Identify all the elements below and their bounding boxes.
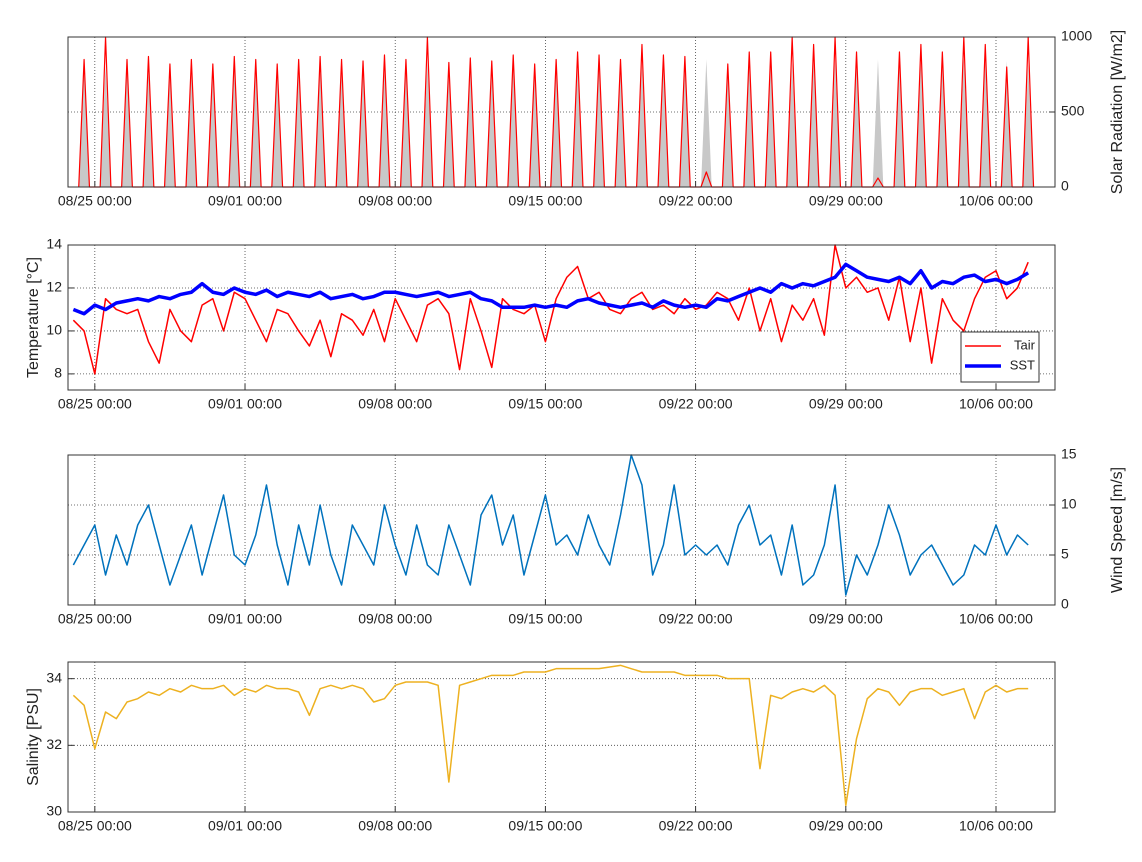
x-tick-label: 08/25 00:00 <box>58 396 132 412</box>
y-axis-label: Salinity [PSU] <box>25 688 42 786</box>
axes-frame <box>67 36 1056 188</box>
x-tick-label: 10/06 00:00 <box>959 611 1033 627</box>
y-tick-label: 10 <box>1061 496 1077 512</box>
x-tick-label: 10/06 00:00 <box>959 818 1033 834</box>
line-series <box>72 664 1029 807</box>
x-tick-label: 08/25 00:00 <box>58 818 132 834</box>
legend-label: Tair <box>1014 337 1036 352</box>
x-tick-label: 09/29 00:00 <box>809 193 883 209</box>
x-tick-label: 09/15 00:00 <box>508 193 582 209</box>
x-tick-label: 09/08 00:00 <box>358 818 432 834</box>
x-tick-label: 09/08 00:00 <box>358 611 432 627</box>
x-tick-label: 09/15 00:00 <box>508 611 582 627</box>
x-tick-label: 09/01 00:00 <box>208 396 282 412</box>
y-tick-label: 0 <box>1061 178 1069 194</box>
y-tick-label: 0 <box>1061 596 1069 612</box>
y-tick-label: 15 <box>1061 446 1077 462</box>
legend-box <box>960 331 1040 383</box>
x-tick-label: 09/15 00:00 <box>508 396 582 412</box>
y-tick-label: 34 <box>46 669 62 685</box>
x-tick-label: 08/25 00:00 <box>58 611 132 627</box>
x-tick-label: 09/22 00:00 <box>659 193 733 209</box>
y-axis-label: Wind Speed [m/s] <box>1109 467 1126 593</box>
line-series <box>72 454 1029 596</box>
y-tick-label: 8 <box>54 365 62 381</box>
y-axis-label: Temperature [°C] <box>25 257 42 378</box>
line-series <box>72 244 1029 375</box>
y-tick-label: 10 <box>46 322 62 338</box>
y-tick-label: 32 <box>46 736 62 752</box>
x-tick-label: 09/22 00:00 <box>659 396 733 412</box>
legend-label: SST <box>1010 357 1035 372</box>
x-tick-label: 09/22 00:00 <box>659 611 733 627</box>
y-tick-label: 30 <box>46 803 62 819</box>
axes-frame <box>67 244 1056 391</box>
y-tick-label: 12 <box>46 279 62 295</box>
line-series <box>72 262 1030 316</box>
x-tick-label: 08/25 00:00 <box>58 193 132 209</box>
y-tick-label: 14 <box>46 236 62 252</box>
axes-frame <box>67 454 1056 606</box>
y-axis-label: Solar Radiation [W/m2] <box>1109 30 1126 195</box>
x-tick-label: 10/06 00:00 <box>959 193 1033 209</box>
area-series <box>78 58 1034 187</box>
x-tick-label: 09/01 00:00 <box>208 193 282 209</box>
x-tick-label: 09/29 00:00 <box>809 818 883 834</box>
x-tick-label: 09/08 00:00 <box>358 396 432 412</box>
x-tick-label: 09/29 00:00 <box>809 611 883 627</box>
x-tick-label: 09/29 00:00 <box>809 396 883 412</box>
x-tick-label: 09/22 00:00 <box>659 818 733 834</box>
axes-frame <box>67 661 1056 813</box>
x-tick-label: 10/06 00:00 <box>959 396 1033 412</box>
x-tick-label: 09/01 00:00 <box>208 611 282 627</box>
line-series <box>78 36 1035 188</box>
y-tick-label: 5 <box>1061 546 1069 562</box>
x-tick-label: 09/15 00:00 <box>508 818 582 834</box>
x-tick-label: 09/01 00:00 <box>208 818 282 834</box>
y-tick-label: 500 <box>1061 103 1085 119</box>
y-tick-label: 1000 <box>1061 28 1092 44</box>
x-tick-label: 09/08 00:00 <box>358 193 432 209</box>
